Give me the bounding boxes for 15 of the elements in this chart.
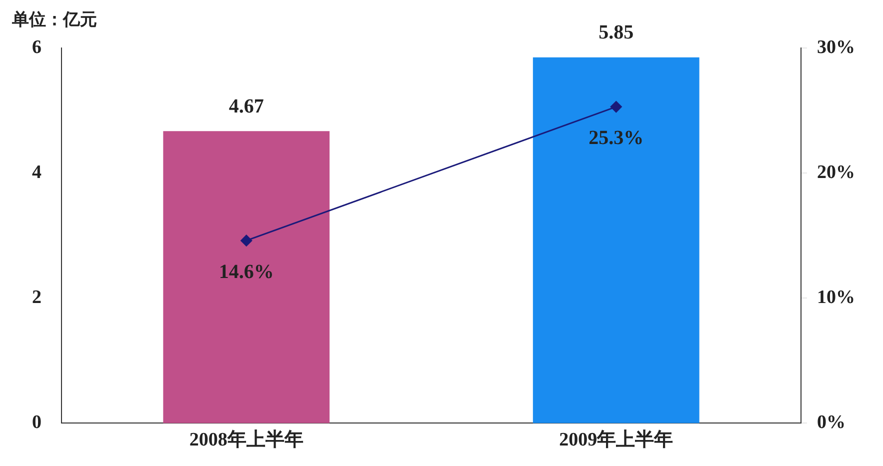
y-tick-label: 4 — [32, 162, 42, 183]
y-tick-label: 0 — [32, 412, 42, 434]
y-tick-label: 2 — [32, 287, 42, 308]
x-tick-label: 2009年上半年 — [559, 428, 674, 451]
y-tick-label: 6 — [32, 36, 42, 58]
data-label: 4.67 — [228, 95, 264, 118]
y2-tick-label: 10% — [817, 287, 855, 308]
x-tick-label: 2008年上半年 — [189, 428, 304, 451]
data-label: 14.6% — [218, 260, 274, 283]
y2-tick-label: 30% — [817, 36, 855, 58]
data-label: 5.85 — [598, 22, 634, 44]
y2-tick-label: 0% — [817, 412, 846, 434]
y2-tick-label: 20% — [817, 162, 855, 183]
data-label: 25.3% — [588, 126, 644, 149]
y-axis-title: 单位：亿元 — [11, 10, 97, 29]
